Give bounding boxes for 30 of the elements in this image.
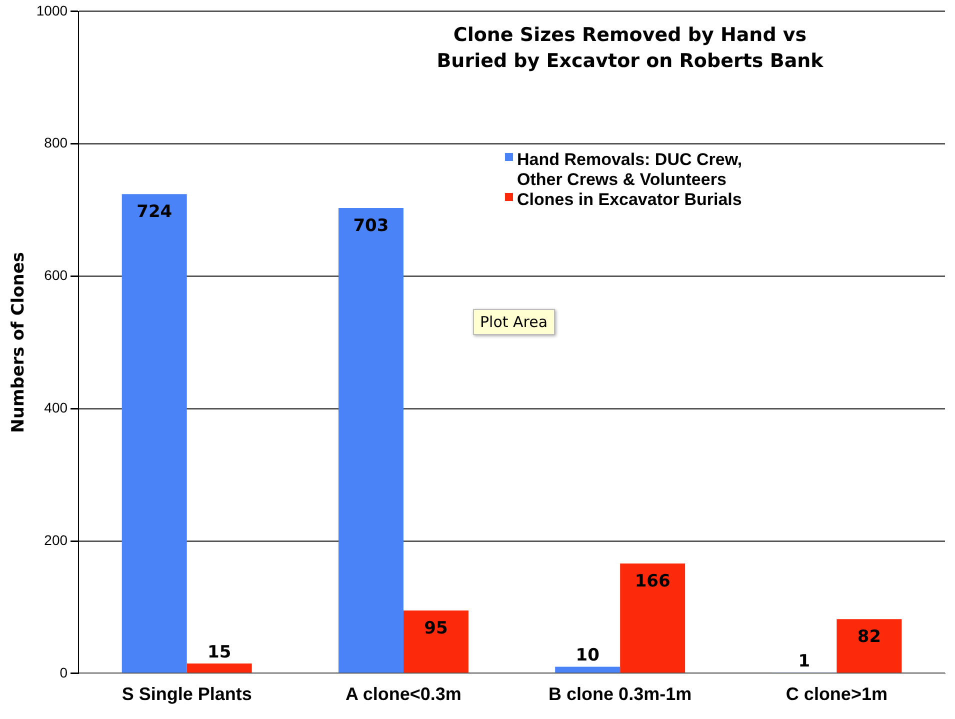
data-label: 95: [424, 618, 448, 638]
legend-label: Clones in Excavator Burials: [517, 190, 742, 210]
x-tick-label: S Single Plants: [122, 684, 252, 704]
data-label: 1: [798, 652, 810, 672]
legend-label: Hand Removals: DUC Crew, Other Crews & Volunteers: [517, 150, 744, 190]
bar: [122, 194, 187, 673]
data-label: 724: [136, 202, 172, 222]
y-tick-label: 600: [44, 267, 68, 284]
data-label: 703: [353, 216, 389, 236]
bar: [186, 663, 252, 673]
x-tick-label: A clone<0.3m: [346, 684, 462, 704]
data-label: 15: [208, 642, 232, 662]
text: Clone Sizes Removed by Hand vs Buried by Excavtor on Roberts Bank: [436, 23, 824, 74]
x-tick-label: B clone 0.3m-1m: [548, 684, 692, 704]
y-tick-label: 0: [60, 664, 68, 680]
x-tick-label: C clone>1m: [786, 684, 888, 704]
bar: [338, 208, 404, 673]
data-label: 166: [634, 571, 670, 592]
bar: [403, 610, 468, 673]
bar: [836, 619, 902, 673]
data-label: 10: [576, 646, 600, 666]
annotation: Plot Area: [473, 309, 555, 335]
y-tick-label: 400: [44, 399, 68, 416]
data-label: 82: [857, 627, 882, 648]
y-tick-label: 800: [44, 134, 68, 151]
bar: [620, 564, 686, 673]
y-tick-label: 200: [44, 532, 68, 548]
y-tick-label: 1000: [36, 2, 68, 18]
y-axis-title: Numbers of Clones: [8, 252, 29, 433]
bar: [555, 666, 620, 673]
